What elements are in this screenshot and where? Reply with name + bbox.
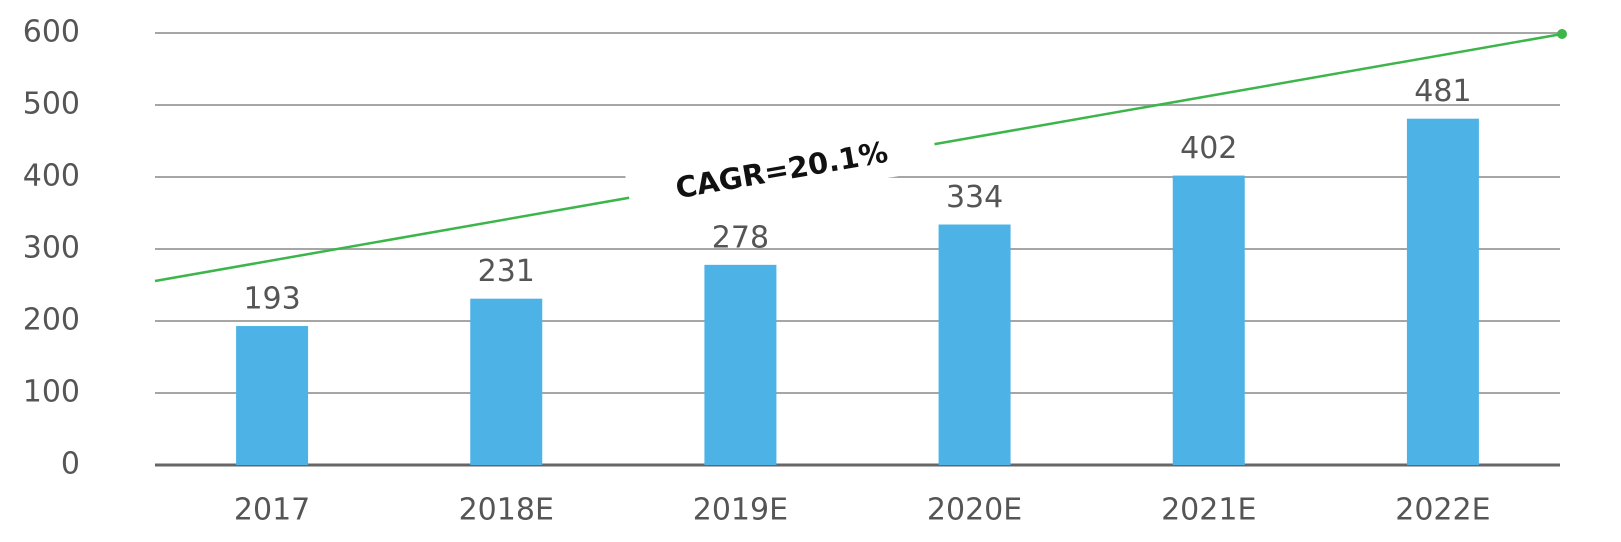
grid (155, 32, 1560, 467)
y-tick-label: 200 (23, 303, 80, 338)
bar (236, 326, 309, 465)
annotation-gap (625, 121, 939, 223)
value-label: 231 (478, 254, 535, 289)
value-label: 278 (712, 220, 769, 255)
cagr-annotation: CAGR=20.1% (625, 121, 939, 223)
value-label: 402 (1180, 131, 1237, 166)
x-tick-label: 2017 (234, 493, 310, 528)
x-tick-label: 2021E (1161, 493, 1256, 528)
y-tick-label: 500 (23, 87, 80, 122)
y-tick-label: 100 (23, 375, 80, 410)
x-tick-label: 2020E (927, 493, 1022, 528)
bar (938, 224, 1011, 465)
value-label: 193 (243, 282, 300, 317)
x-tick-label: 2019E (693, 493, 788, 528)
value-label: 334 (946, 180, 1003, 215)
x-tick-label: 2022E (1395, 493, 1490, 528)
bar (470, 298, 543, 465)
bar (1172, 175, 1245, 465)
value-label: 481 (1414, 74, 1471, 109)
bar (1406, 118, 1479, 466)
y-tick-label: 600 (23, 15, 80, 50)
bar (704, 264, 777, 465)
y-tick-label: 400 (23, 159, 80, 194)
y-tick-label: 300 (23, 231, 80, 266)
trend-arrowhead (1557, 29, 1567, 39)
y-tick-label: 0 (61, 447, 80, 482)
x-tick-label: 2018E (459, 493, 554, 528)
